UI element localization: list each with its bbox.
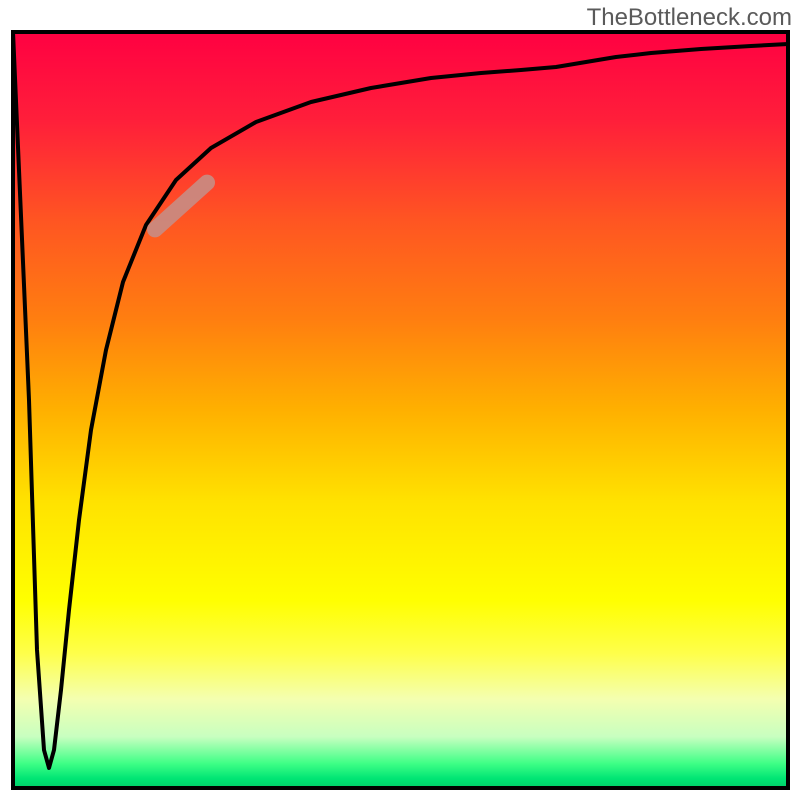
chart-container: TheBottleneck.com — [0, 0, 800, 800]
watermark-text: TheBottleneck.com — [587, 4, 792, 32]
curve-layer — [11, 30, 790, 790]
plot-area — [11, 30, 790, 790]
bottleneck-curve — [13, 32, 788, 768]
